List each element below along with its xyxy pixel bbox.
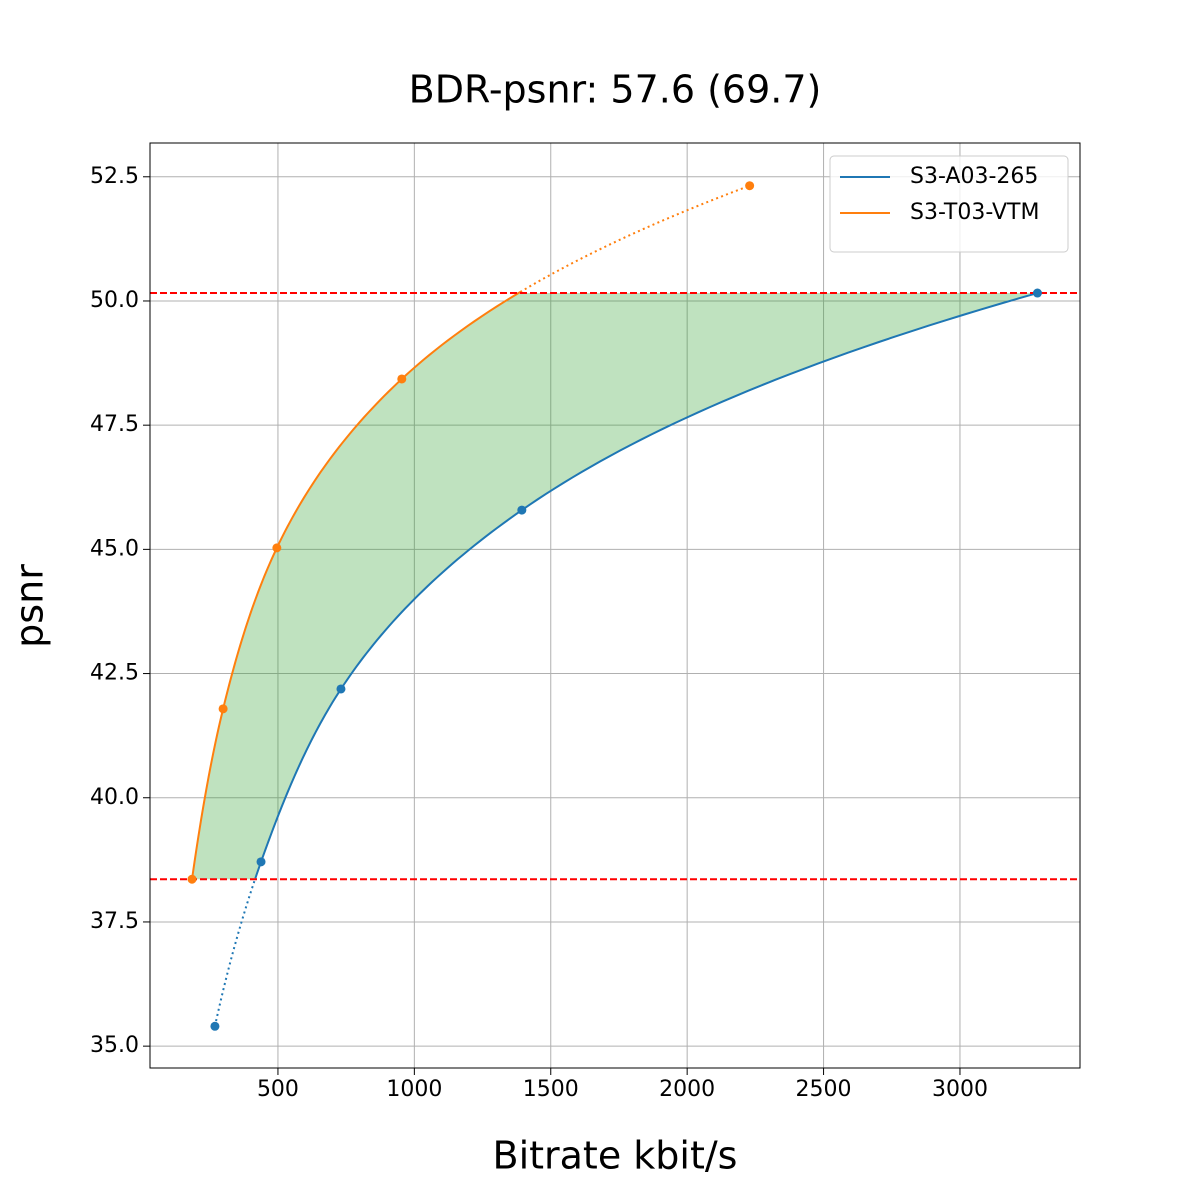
x-tick-label: 2500 [796, 1077, 852, 1102]
y-tick-label: 42.5 [90, 661, 139, 686]
x-tick-label: 500 [257, 1077, 299, 1102]
series-line [260, 688, 342, 863]
data-point [256, 857, 266, 867]
y-axis-label: psnr [8, 564, 52, 648]
y-tick-label: 47.5 [90, 412, 139, 437]
legend-box [829, 155, 1069, 253]
y-tick-label: 40.0 [90, 785, 139, 810]
y-tick-label: 45.0 [90, 536, 139, 561]
data-point [336, 684, 346, 694]
bd-area [192, 293, 1038, 880]
y-tick-label: 35.0 [90, 1033, 139, 1058]
x-tick-label: 2000 [659, 1077, 715, 1102]
legend-label: S3-A03-265 [910, 164, 1038, 189]
data-point [210, 1021, 220, 1031]
legend-label: S3-T03-VTM [910, 200, 1039, 225]
plot-frame [149, 142, 1081, 1069]
x-axis-label: Bitrate kbit/s [493, 1134, 738, 1178]
data-point [1032, 288, 1042, 298]
series-line [222, 547, 278, 710]
data-point [745, 181, 755, 191]
data-point [218, 704, 228, 714]
y-tick-label: 50.0 [90, 288, 139, 313]
chart-title: BDR-psnr: 57.6 (69.7) [409, 68, 822, 112]
x-tick-label: 1500 [523, 1077, 579, 1102]
series-line-extrapolated [213, 877, 257, 1027]
x-tick-label: 1000 [386, 1077, 442, 1102]
data-point [397, 374, 407, 384]
series-line [340, 509, 523, 690]
series-line [275, 378, 403, 549]
y-tick-label: 52.5 [90, 164, 139, 189]
data-point [187, 874, 197, 884]
series-line [191, 708, 225, 880]
series-line [401, 291, 521, 380]
series-line [521, 292, 1038, 511]
data-point [272, 543, 282, 553]
x-tick-label: 3000 [932, 1077, 988, 1102]
data-point [517, 505, 527, 515]
y-tick-label: 37.5 [90, 909, 139, 934]
